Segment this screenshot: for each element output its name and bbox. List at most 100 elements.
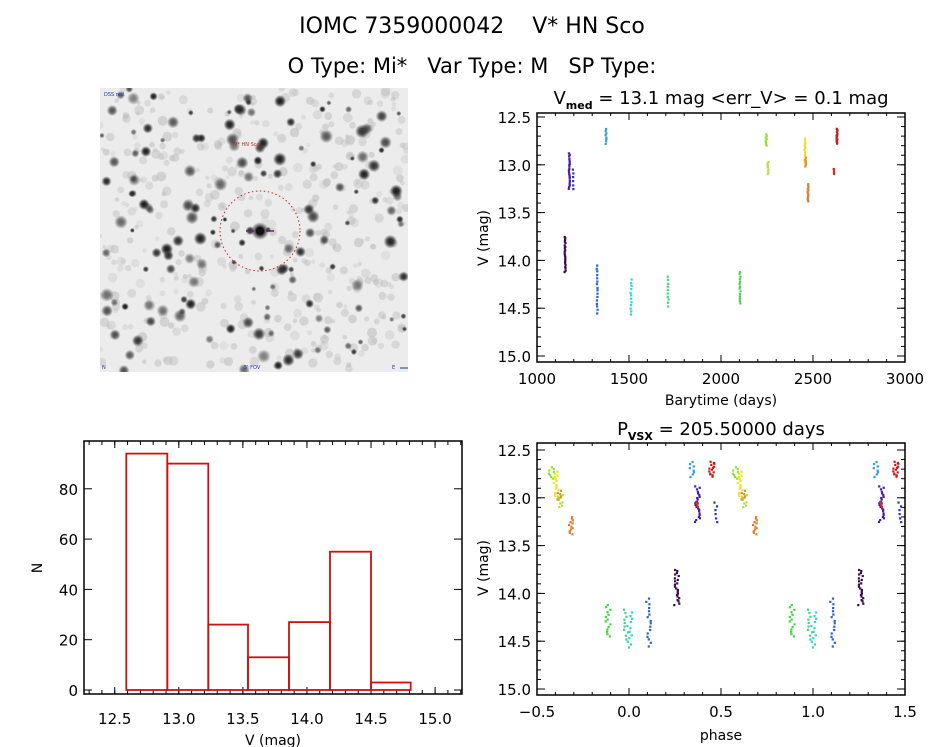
phase-curve-point <box>736 481 739 484</box>
light-curve-point <box>764 141 767 144</box>
light-curve-point <box>739 280 742 283</box>
background-star <box>308 358 318 368</box>
star <box>357 168 371 181</box>
background-star <box>370 274 379 283</box>
background-star <box>339 266 348 275</box>
star <box>319 129 334 144</box>
background-star <box>292 89 300 97</box>
light-curve-point <box>803 139 806 142</box>
background-star <box>380 279 389 288</box>
x-tick-label: 0.5 <box>709 703 733 721</box>
star <box>383 234 398 249</box>
phase-curve-point <box>631 611 634 614</box>
background-star <box>114 197 120 202</box>
star <box>259 169 268 178</box>
background-star <box>205 289 213 297</box>
phase-curve-point <box>788 620 791 623</box>
phase-curve-point <box>673 583 676 586</box>
phase-curve-point <box>568 530 571 533</box>
background-star <box>348 212 354 218</box>
star <box>222 217 228 222</box>
light-curve-point <box>836 129 839 132</box>
background-star <box>157 115 168 126</box>
star <box>183 164 197 178</box>
phase-curve-point <box>675 587 678 590</box>
background-star <box>159 151 169 160</box>
background-star <box>382 197 388 203</box>
background-star <box>378 311 386 320</box>
light-curve-point <box>564 255 567 259</box>
light-curve-point <box>666 278 670 282</box>
background-star <box>376 100 384 107</box>
background-star <box>370 243 377 250</box>
light-curve-point <box>596 305 599 308</box>
background-star <box>116 256 126 266</box>
x-tick-label: 0.0 <box>617 703 641 721</box>
phase-curve-point <box>813 627 816 630</box>
phase-curve-point <box>734 466 737 469</box>
histogram-xlabel: V (mag) <box>245 733 301 747</box>
background-star <box>133 206 138 212</box>
light-curve-point <box>806 188 809 191</box>
background-star <box>201 142 209 151</box>
histogram-bar <box>207 623 249 691</box>
phase-curve-point <box>692 469 695 472</box>
phase-curve-points <box>547 460 903 649</box>
light-curve-point <box>630 288 633 291</box>
light-curve-point <box>564 266 567 269</box>
star <box>263 312 272 321</box>
background-star <box>173 147 182 156</box>
phase-curve-point <box>831 597 835 600</box>
light-curve-title-main: V <box>553 88 566 109</box>
background-star <box>351 89 362 99</box>
light-curve-point <box>596 312 599 315</box>
background-star <box>323 177 332 186</box>
light-curve-point <box>630 294 633 297</box>
background-star <box>151 149 161 159</box>
phase-curve-point <box>708 470 711 473</box>
background-star <box>387 293 395 301</box>
phase-curve-point <box>815 611 818 614</box>
phase-curve-point <box>833 641 836 644</box>
light-curve-point <box>629 307 632 310</box>
phase-curve-point <box>676 588 679 592</box>
background-star <box>117 186 125 194</box>
star <box>295 246 306 258</box>
phase-curve-point <box>607 626 610 629</box>
phase-curve-point <box>698 514 701 517</box>
background-star <box>171 153 180 162</box>
background-star <box>154 359 162 367</box>
star <box>319 105 326 113</box>
phase-curve-point <box>807 618 810 621</box>
phase-curve-point <box>882 510 885 513</box>
star <box>252 327 266 341</box>
background-star <box>328 92 335 99</box>
star <box>344 342 352 350</box>
background-star <box>353 178 364 189</box>
phase-curve-point <box>739 479 742 482</box>
background-star <box>238 170 245 176</box>
phase-curve-point <box>808 611 811 615</box>
light-curve-point <box>568 174 571 177</box>
phase-curve-point <box>629 621 632 624</box>
background-star <box>186 290 194 298</box>
phase-curve-point <box>899 505 903 508</box>
star <box>282 353 295 367</box>
phase-curve-point <box>698 508 701 511</box>
background-star <box>386 281 392 287</box>
background-star <box>288 88 298 97</box>
background-star <box>159 317 170 327</box>
x-tick-label: −0.5 <box>519 703 555 721</box>
light-curve-point <box>567 169 570 172</box>
x-tick-label: 14.0 <box>290 710 323 728</box>
background-star <box>100 357 107 367</box>
light-curve-point <box>738 300 741 303</box>
star <box>396 215 404 224</box>
light-curve-point <box>596 274 599 277</box>
phase-curve-point <box>569 521 572 524</box>
background-star <box>371 337 378 344</box>
background-star <box>178 95 188 105</box>
background-star <box>361 343 369 352</box>
star <box>345 105 353 113</box>
background-star <box>308 165 317 174</box>
